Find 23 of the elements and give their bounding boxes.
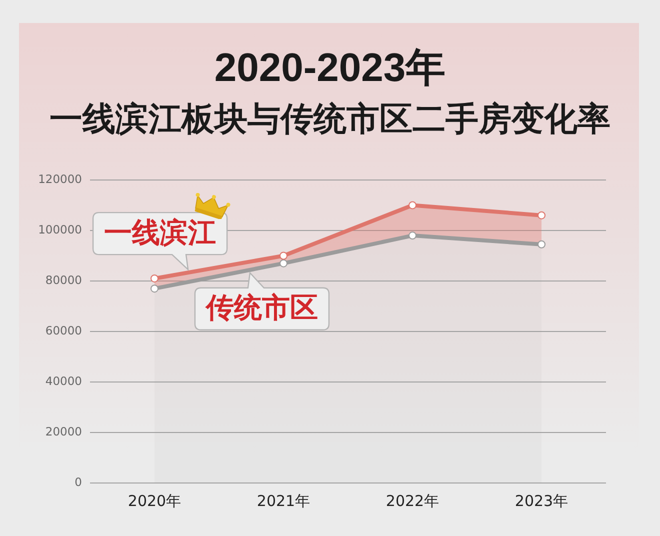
y-tick-label: 20000: [45, 424, 82, 438]
y-tick-label: 120000: [38, 172, 82, 186]
series-label: 一线滨江: [104, 216, 216, 249]
y-tick-label: 80000: [45, 272, 82, 287]
point: [280, 259, 288, 268]
x-tick-label: 2020年: [128, 492, 182, 510]
point: [408, 201, 416, 210]
y-tick-label: 60000: [45, 323, 82, 338]
x-tick-label: 2021年: [256, 492, 310, 510]
y-tick-label: 100000: [38, 222, 82, 236]
point: [150, 284, 158, 293]
point: [150, 274, 158, 282]
point: [280, 252, 288, 260]
x-tick-label: 2022年: [386, 492, 440, 510]
chart-title: 2020-2023年: [213, 45, 447, 91]
y-tick-label: 40000: [45, 374, 82, 388]
point: [538, 240, 546, 248]
point: [538, 211, 546, 220]
x-tick-label: 2023年: [514, 492, 568, 510]
y-tick-label: 0: [74, 474, 82, 489]
chart-subtitle: 一线滨江板块与传统市区二手房变化率: [48, 99, 612, 139]
series-label: 传统市区: [204, 291, 318, 324]
point: [408, 232, 416, 240]
